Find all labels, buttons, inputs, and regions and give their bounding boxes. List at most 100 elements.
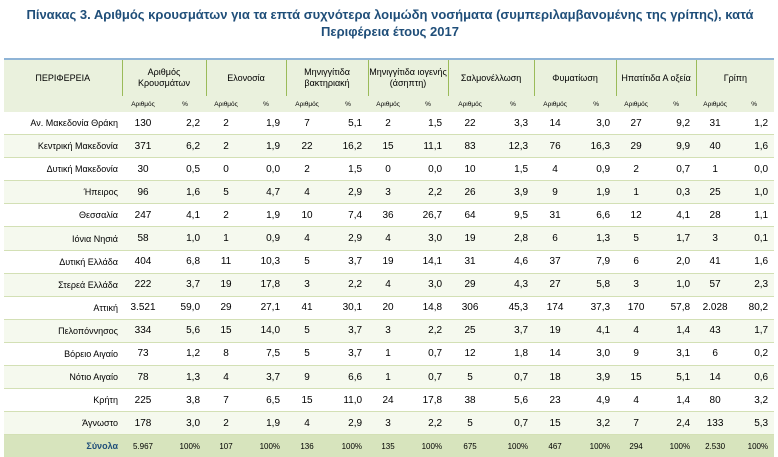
percent-cell: 100% bbox=[656, 434, 697, 457]
percent-cell: 2,8 bbox=[492, 226, 535, 251]
count-cell: 6 bbox=[696, 342, 735, 367]
percent-cell: 17,8 bbox=[408, 388, 449, 413]
percent-cell: 7,9 bbox=[576, 250, 617, 274]
count-cell: 37 bbox=[534, 250, 577, 274]
count-cell: 6 bbox=[534, 226, 577, 251]
group-header: Μηνιγγίτιδα ιογενής (άσηπτη) bbox=[367, 58, 449, 96]
percent-cell: 5,8 bbox=[576, 273, 617, 297]
percent-cell: 3,7 bbox=[328, 342, 369, 367]
region-cell: Πελοπόννησος bbox=[4, 319, 122, 343]
percent-cell: 0,0 bbox=[246, 157, 287, 182]
percent-cell: 100% bbox=[576, 434, 617, 457]
region-cell: Κρήτη bbox=[4, 388, 122, 413]
region-cell: Στερεά Ελλάδα bbox=[4, 273, 122, 297]
count-cell: 23 bbox=[534, 388, 577, 413]
count-cell: 76 bbox=[534, 134, 577, 159]
count-cell: 30 bbox=[122, 157, 164, 182]
region-cell: Ιόνια Νησιά bbox=[4, 226, 122, 251]
percent-cell: 3,9 bbox=[492, 180, 535, 205]
region-cell: Δυτική Ελλάδα bbox=[4, 250, 122, 274]
percent-cell: 0,7 bbox=[408, 342, 449, 367]
region-cell: Αττική bbox=[4, 296, 122, 320]
count-cell: 15 bbox=[286, 388, 329, 413]
count-cell: 80 bbox=[696, 388, 735, 413]
percent-cell: 2,0 bbox=[656, 250, 697, 274]
percent-cell: 3,9 bbox=[576, 365, 617, 390]
percent-cell: 3,7 bbox=[164, 273, 207, 297]
percent-cell: 3,8 bbox=[164, 388, 207, 413]
table-row: Ήπειρος 96 1,6 5 4,7 4 2,9 3 2,2 26 3,9 9 1,9 1 0,3 25 1… bbox=[4, 180, 775, 205]
region-cell: Δυτική Μακεδονία bbox=[4, 157, 122, 182]
count-cell: 5 bbox=[206, 180, 247, 205]
percent-cell: 37,3 bbox=[576, 296, 617, 320]
count-cell: 178 bbox=[122, 411, 164, 436]
count-cell: 2.530 bbox=[696, 434, 735, 457]
count-cell: 1 bbox=[368, 365, 409, 390]
count-cell: 2 bbox=[616, 157, 657, 182]
count-cell: 3 bbox=[368, 180, 409, 205]
subheader-count: Αριθμός bbox=[122, 96, 164, 112]
count-cell: 25 bbox=[448, 319, 493, 343]
percent-cell: 4,6 bbox=[492, 250, 535, 274]
group-header: Φυματίωση bbox=[533, 58, 617, 96]
count-cell: 15 bbox=[616, 365, 657, 390]
percent-cell: 100% bbox=[408, 434, 449, 457]
percent-cell: 0,7 bbox=[492, 411, 535, 436]
count-cell: 14 bbox=[534, 112, 577, 136]
percent-cell: 0,2 bbox=[734, 342, 775, 367]
count-cell: 43 bbox=[696, 319, 735, 343]
count-cell: 2 bbox=[286, 157, 329, 182]
percent-cell: 1,7 bbox=[656, 226, 697, 251]
percent-cell: 1,0 bbox=[656, 273, 697, 297]
percent-cell: 3,0 bbox=[164, 411, 207, 436]
percent-cell: 0,7 bbox=[492, 365, 535, 390]
count-cell: 4 bbox=[534, 157, 577, 182]
count-cell: 404 bbox=[122, 250, 164, 274]
count-cell: 31 bbox=[448, 250, 493, 274]
percent-cell: 1,9 bbox=[246, 203, 287, 228]
percent-cell: 100% bbox=[246, 434, 287, 457]
count-cell: 4 bbox=[286, 180, 329, 205]
percent-cell: 100% bbox=[328, 434, 369, 457]
count-cell: 4 bbox=[286, 411, 329, 436]
percent-cell: 26,7 bbox=[408, 203, 449, 228]
count-cell: 4 bbox=[368, 226, 409, 251]
percent-cell: 1,6 bbox=[734, 250, 775, 274]
count-cell: 222 bbox=[122, 273, 164, 297]
table-row: Βόρειο Αιγαίο 73 1,2 8 7,5 5 3,7 1 0,7 12 1,8 14 3,0… bbox=[4, 342, 775, 367]
percent-cell: 4,7 bbox=[246, 180, 287, 205]
count-cell: 3 bbox=[286, 273, 329, 297]
percent-cell: 1,0 bbox=[734, 180, 775, 205]
table-row: Στερεά Ελλάδα 222 3,7 19 17,8 3 2,2 4 3,0 29 4,3 27… bbox=[4, 273, 775, 297]
percent-cell: 2,2 bbox=[328, 273, 369, 297]
count-cell: 9 bbox=[534, 180, 577, 205]
percent-cell: 3,7 bbox=[328, 319, 369, 343]
region-cell: Βόρειο Αιγαίο bbox=[4, 342, 122, 367]
header-row: ΠΕΡΙΦΕΡΕΙΑ Αριθμός Κρουσμάτων Ελονοσία Μην… bbox=[4, 58, 775, 96]
count-cell: 12 bbox=[616, 203, 657, 228]
table-row: Δυτική Μακεδονία 30 0,5 0 0,0 2 1,5 0 0,0 10 1,5 4 0… bbox=[4, 157, 775, 182]
region-cell: Κεντρική Μακεδονία bbox=[4, 134, 122, 159]
count-cell: 11 bbox=[206, 250, 247, 274]
percent-cell: 1,2 bbox=[164, 342, 207, 367]
table-row: Αν. Μακεδονία Θράκη 130 2,2 2 1,9 7 5,1 2 1,5 22 3… bbox=[4, 112, 775, 136]
percent-cell: 7,4 bbox=[328, 203, 369, 228]
count-cell: 2 bbox=[368, 112, 409, 136]
percent-cell: 6,6 bbox=[576, 203, 617, 228]
percent-cell: 100% bbox=[492, 434, 535, 457]
percent-cell: 0,0 bbox=[734, 157, 775, 182]
count-cell: 174 bbox=[534, 296, 577, 320]
count-cell: 2 bbox=[206, 134, 247, 159]
count-cell: 31 bbox=[696, 112, 735, 136]
count-cell: 3.521 bbox=[122, 296, 164, 320]
count-cell: 130 bbox=[122, 112, 164, 136]
group-header: Μηνιγγίτιδα βακτηριακή bbox=[285, 58, 369, 96]
table-body: Αν. Μακεδονία Θράκη 130 2,2 2 1,9 7 5,1 2 1,5 22 3… bbox=[4, 112, 775, 457]
subheader-percent: % bbox=[734, 96, 775, 112]
table-row: Κεντρική Μακεδονία 371 6,2 2 1,9 22 16,2 15 11,1… bbox=[4, 134, 775, 159]
percent-cell: 1,6 bbox=[734, 134, 775, 159]
count-cell: 24 bbox=[368, 388, 409, 413]
percent-cell: 9,2 bbox=[656, 112, 697, 136]
count-cell: 5.967 bbox=[122, 434, 164, 457]
count-cell: 22 bbox=[286, 134, 329, 159]
